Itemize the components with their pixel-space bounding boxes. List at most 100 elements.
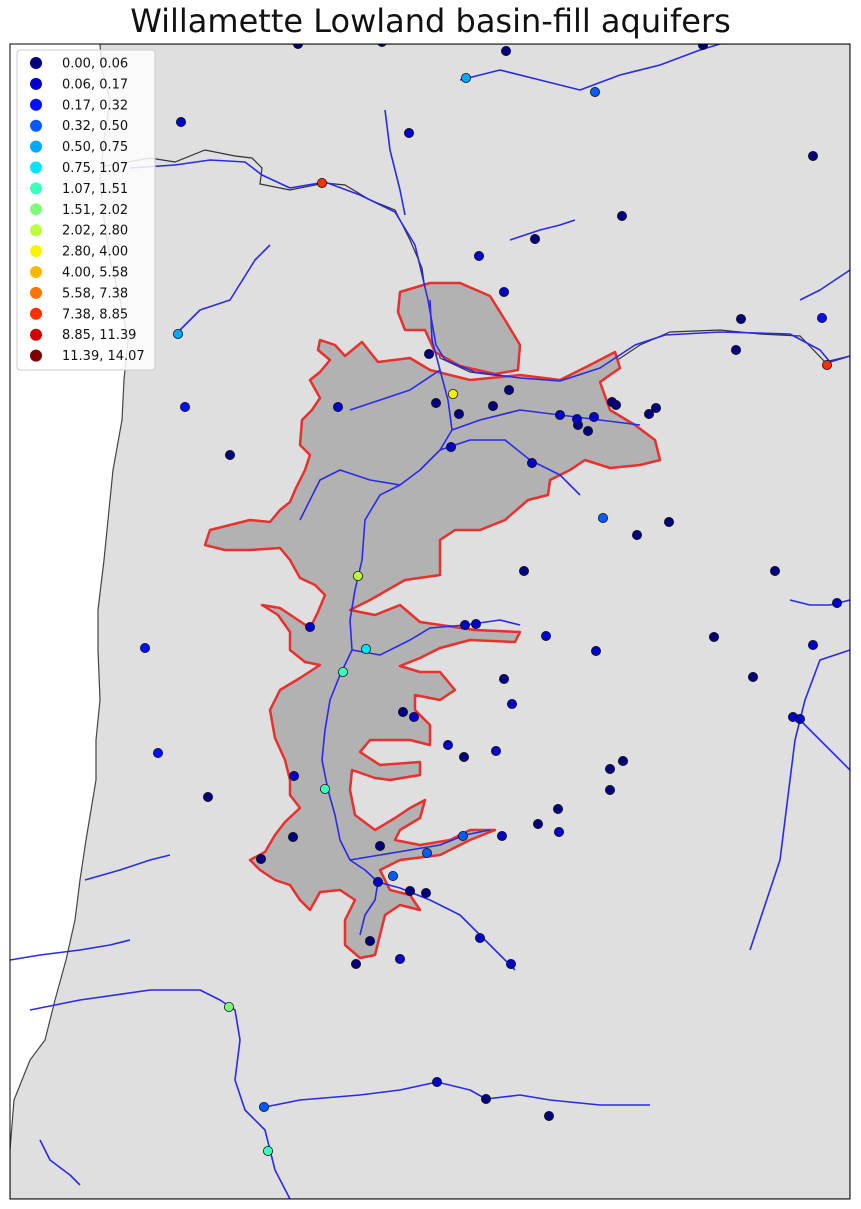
site-marker[interactable] [423, 348, 434, 359]
site-marker[interactable] [319, 784, 330, 795]
site-marker[interactable] [172, 328, 183, 339]
site-marker[interactable] [175, 117, 186, 128]
site-marker[interactable] [808, 150, 819, 161]
site-marker[interactable] [397, 707, 408, 718]
site-marker[interactable] [553, 804, 564, 815]
site-marker[interactable] [664, 517, 675, 528]
site-marker[interactable] [202, 792, 213, 803]
legend-box [16, 49, 156, 371]
site-marker[interactable] [352, 571, 363, 582]
site-marker[interactable] [617, 210, 628, 221]
site-marker[interactable] [430, 397, 441, 408]
site-marker[interactable] [404, 886, 415, 897]
site-marker[interactable] [736, 313, 747, 324]
site-marker[interactable] [470, 619, 481, 630]
site-marker[interactable] [555, 409, 566, 420]
site-marker[interactable] [605, 764, 616, 775]
site-marker[interactable] [503, 384, 514, 395]
site-marker[interactable] [387, 871, 398, 882]
site-marker[interactable] [262, 1146, 273, 1157]
site-marker[interactable] [632, 530, 643, 541]
site-marker[interactable] [618, 756, 629, 767]
site-marker[interactable] [316, 177, 327, 188]
site-marker[interactable] [651, 402, 662, 413]
site-marker[interactable] [459, 620, 470, 631]
site-marker[interactable] [447, 388, 458, 399]
site-marker[interactable] [505, 959, 516, 970]
site-marker[interactable] [554, 827, 565, 838]
site-marker[interactable] [421, 848, 432, 859]
site-marker[interactable] [795, 714, 806, 725]
site-marker[interactable] [590, 87, 601, 98]
site-marker[interactable] [487, 400, 498, 411]
site-marker[interactable] [808, 640, 819, 651]
site-marker[interactable] [224, 449, 235, 460]
site-marker[interactable] [474, 933, 485, 944]
site-marker[interactable] [605, 785, 616, 796]
site-marker[interactable] [490, 746, 501, 757]
site-marker[interactable] [179, 401, 190, 412]
site-marker[interactable] [258, 1102, 269, 1113]
site-marker[interactable] [403, 127, 414, 138]
site-marker[interactable] [457, 831, 468, 842]
site-marker[interactable] [572, 413, 583, 424]
site-marker[interactable] [589, 411, 600, 422]
site-marker[interactable] [611, 399, 622, 410]
site-marker[interactable] [541, 631, 552, 642]
site-marker[interactable] [288, 771, 299, 782]
site-marker[interactable] [337, 667, 348, 678]
site-marker[interactable] [817, 312, 828, 323]
site-marker[interactable] [530, 233, 541, 244]
site-marker[interactable] [709, 632, 720, 643]
site-marker[interactable] [698, 40, 708, 50]
site-marker[interactable] [822, 359, 833, 370]
site-marker[interactable] [644, 408, 655, 419]
site-marker[interactable] [350, 959, 361, 970]
site-marker[interactable] [453, 408, 464, 419]
site-marker[interactable] [748, 672, 759, 683]
site-marker[interactable] [152, 748, 163, 759]
site-marker[interactable] [394, 954, 405, 965]
site-marker[interactable] [420, 888, 431, 899]
site-marker[interactable] [223, 1002, 234, 1013]
site-marker[interactable] [431, 1077, 442, 1088]
site-marker[interactable] [445, 441, 456, 452]
site-marker[interactable] [460, 73, 471, 84]
site-marker[interactable] [731, 344, 742, 355]
site-marker[interactable] [364, 936, 375, 947]
legend-label: 1.51, 2.02 [62, 203, 128, 218]
legend-marker [30, 349, 42, 362]
site-marker[interactable] [832, 598, 843, 609]
site-marker[interactable] [500, 46, 511, 57]
site-marker[interactable] [480, 1094, 491, 1105]
site-marker[interactable] [304, 622, 315, 633]
site-marker[interactable] [408, 712, 419, 723]
site-marker[interactable] [498, 674, 509, 685]
site-marker[interactable] [255, 854, 266, 865]
aquifer-main [203, 338, 662, 960]
monitoring-sites[interactable] [139, 37, 843, 1157]
river-w-1 [179, 244, 271, 331]
site-marker[interactable] [372, 877, 383, 888]
site-marker[interactable] [332, 401, 343, 412]
site-marker[interactable] [377, 37, 387, 47]
site-marker[interactable] [498, 286, 509, 297]
site-marker[interactable] [374, 841, 385, 852]
site-marker[interactable] [598, 513, 609, 524]
site-marker[interactable] [496, 831, 507, 842]
site-marker[interactable] [360, 644, 371, 655]
site-marker[interactable] [527, 457, 538, 468]
site-marker[interactable] [533, 819, 544, 830]
site-marker[interactable] [287, 832, 298, 843]
site-marker[interactable] [591, 646, 602, 657]
site-marker[interactable] [139, 643, 150, 654]
site-marker[interactable] [583, 425, 594, 436]
site-marker[interactable] [770, 566, 781, 577]
site-marker[interactable] [442, 740, 453, 751]
site-marker[interactable] [519, 566, 530, 577]
site-marker[interactable] [544, 1111, 555, 1122]
site-marker[interactable] [458, 752, 469, 763]
site-marker[interactable] [473, 250, 484, 261]
site-marker[interactable] [506, 699, 517, 710]
